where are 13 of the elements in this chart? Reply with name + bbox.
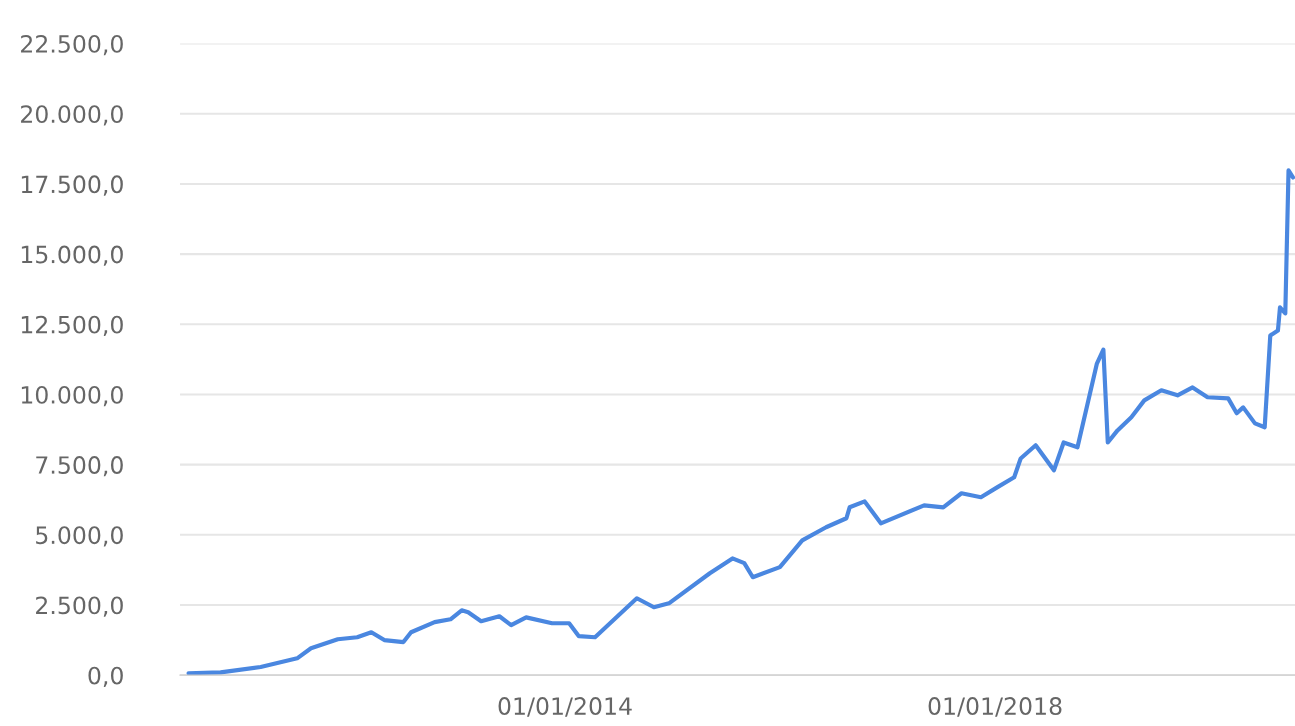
x-tick-label: 01/01/2018 — [928, 697, 1062, 717]
y-tick-label: 17.500,0 — [21, 175, 123, 196]
x-tick-label: 01/01/2014 — [498, 697, 632, 717]
y-tick-label: 22.500,0 — [21, 35, 123, 56]
y-tick-label: 20.000,0 — [21, 105, 123, 126]
y-tick-label: 0,0 — [88, 666, 123, 687]
y-tick-label: 2.500,0 — [36, 596, 123, 617]
y-tick-label: 12.500,0 — [21, 315, 123, 336]
y-tick-label: 7.500,0 — [36, 456, 123, 477]
y-tick-label: 5.000,0 — [36, 526, 123, 547]
y-tick-label: 15.000,0 — [21, 245, 123, 266]
line-series — [186, 168, 1295, 676]
y-tick-label: 10.000,0 — [21, 385, 123, 407]
